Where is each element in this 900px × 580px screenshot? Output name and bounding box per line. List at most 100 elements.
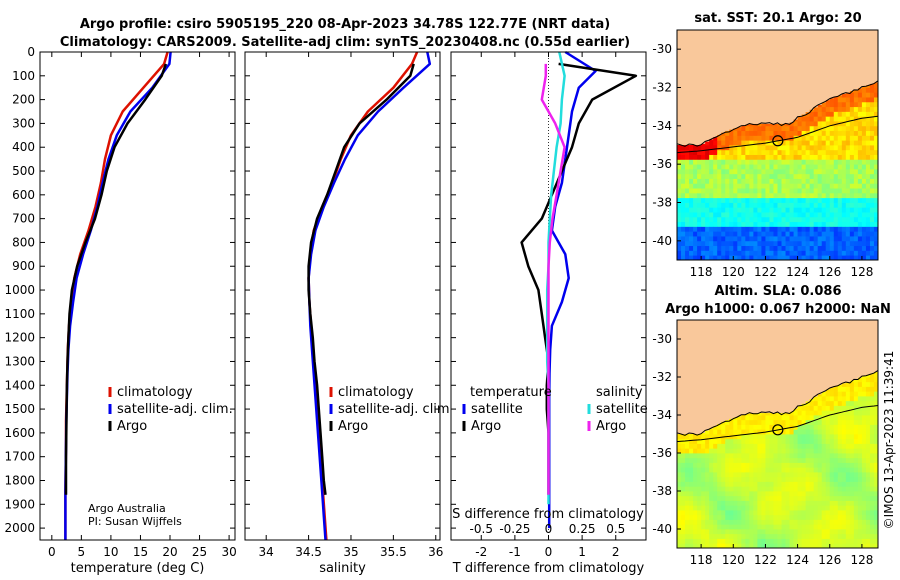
- ocean-cell: [813, 476, 819, 482]
- ocean-cell: [725, 207, 730, 213]
- ocean-cell: [817, 192, 823, 199]
- ocean-cell: [781, 123, 786, 127]
- ocean-cell: [833, 250, 839, 256]
- ocean-cell: [869, 481, 875, 487]
- ocean-cell: [681, 192, 686, 199]
- ocean-cell: [873, 514, 879, 520]
- ocean-cell: [737, 173, 742, 179]
- ocean-cell: [697, 495, 702, 501]
- ocean-cell: [865, 97, 871, 103]
- ocean-cell: [741, 510, 746, 516]
- ocean-cell: [761, 419, 766, 425]
- ocean-cell: [681, 505, 686, 511]
- ocean-cell: [801, 149, 807, 155]
- ocean-cell: [693, 448, 698, 454]
- ocean-cell: [809, 154, 815, 160]
- ocean-cell: [729, 457, 734, 463]
- ocean-cell: [781, 413, 786, 416]
- ocean-cell: [769, 197, 774, 203]
- ocean-cell: [833, 178, 839, 184]
- ocean-cell: [777, 413, 782, 416]
- ocean-cell: [697, 212, 702, 218]
- ocean-cell: [693, 216, 698, 223]
- ocean-cell: [845, 533, 851, 539]
- ocean-cell: [781, 255, 786, 261]
- ocean-cell: [689, 250, 694, 256]
- ocean-cell: [689, 231, 694, 237]
- ocean-cell: [853, 379, 859, 383]
- ocean-cell: [729, 216, 734, 223]
- ocean-cell: [849, 434, 855, 440]
- ocean-cell: [757, 462, 762, 468]
- ocean-cell: [777, 529, 782, 535]
- ocean-cell: [805, 448, 811, 454]
- ocean-cell: [865, 226, 871, 232]
- ocean-cell: [865, 491, 871, 497]
- x-tick-label: 124: [786, 553, 809, 567]
- ocean-cell: [777, 453, 782, 459]
- ocean-cell: [869, 101, 875, 108]
- ocean-cell: [805, 173, 811, 179]
- ocean-cell: [801, 457, 807, 463]
- ocean-cell: [689, 538, 694, 544]
- ocean-cell: [833, 529, 839, 535]
- ocean-cell: [853, 183, 859, 189]
- ocean-cell: [693, 438, 698, 444]
- ocean-cell: [809, 533, 815, 539]
- ocean-cell: [865, 121, 871, 127]
- ocean-cell: [869, 135, 875, 141]
- ocean-cell: [797, 505, 803, 511]
- ocean-cell: [829, 405, 835, 411]
- ocean-cell: [745, 457, 750, 463]
- ocean-cell: [813, 154, 819, 160]
- ocean-cell: [745, 183, 750, 189]
- ocean-cell: [833, 519, 839, 525]
- ocean-cell: [681, 472, 686, 478]
- ocean-cell: [757, 245, 762, 251]
- ocean-cell: [821, 102, 827, 108]
- ocean-cell: [797, 145, 803, 151]
- ocean-cell: [757, 443, 762, 449]
- ocean-cell: [861, 216, 867, 223]
- ocean-cell: [733, 434, 738, 440]
- ocean-cell: [873, 197, 879, 203]
- ocean-cell: [729, 443, 734, 449]
- ocean-cell: [677, 491, 682, 497]
- ocean-cell: [753, 245, 758, 251]
- ocean-cell: [761, 130, 766, 136]
- ocean-cell: [717, 226, 722, 232]
- ocean-cell: [721, 145, 726, 151]
- ocean-cell: [821, 130, 827, 136]
- ocean-cell: [825, 462, 831, 468]
- ocean-cell: [853, 231, 859, 237]
- ocean-cell: [869, 505, 875, 511]
- legend-entry: Argo: [596, 419, 626, 434]
- ocean-cell: [857, 410, 863, 416]
- ocean-cell: [737, 216, 742, 223]
- ocean-cell: [833, 183, 839, 189]
- ocean-cell: [761, 159, 766, 165]
- ocean-cell: [749, 495, 754, 501]
- ocean-cell: [761, 245, 766, 251]
- ocean-cell: [865, 130, 871, 136]
- ocean-cell: [853, 130, 859, 136]
- ocean-cell: [765, 472, 770, 478]
- ocean-cell: [797, 533, 803, 539]
- shelf-contour: [676, 405, 879, 443]
- ocean-cell: [757, 168, 762, 175]
- ocean-cell: [861, 111, 867, 117]
- ocean-cell: [757, 476, 762, 482]
- ocean-cell: [721, 505, 726, 511]
- ocean-cell: [685, 183, 690, 189]
- ocean-cell: [841, 207, 847, 213]
- ocean-cell: [709, 245, 714, 251]
- ocean-cell: [693, 495, 698, 501]
- ocean-cell: [869, 495, 875, 501]
- ocean-cell: [869, 524, 875, 530]
- ocean-cell: [865, 434, 871, 440]
- ocean-cell: [749, 173, 754, 179]
- ocean-cell: [725, 226, 730, 232]
- ocean-cell: [773, 415, 778, 421]
- ocean-cell: [745, 145, 750, 151]
- ocean-cell: [773, 188, 778, 194]
